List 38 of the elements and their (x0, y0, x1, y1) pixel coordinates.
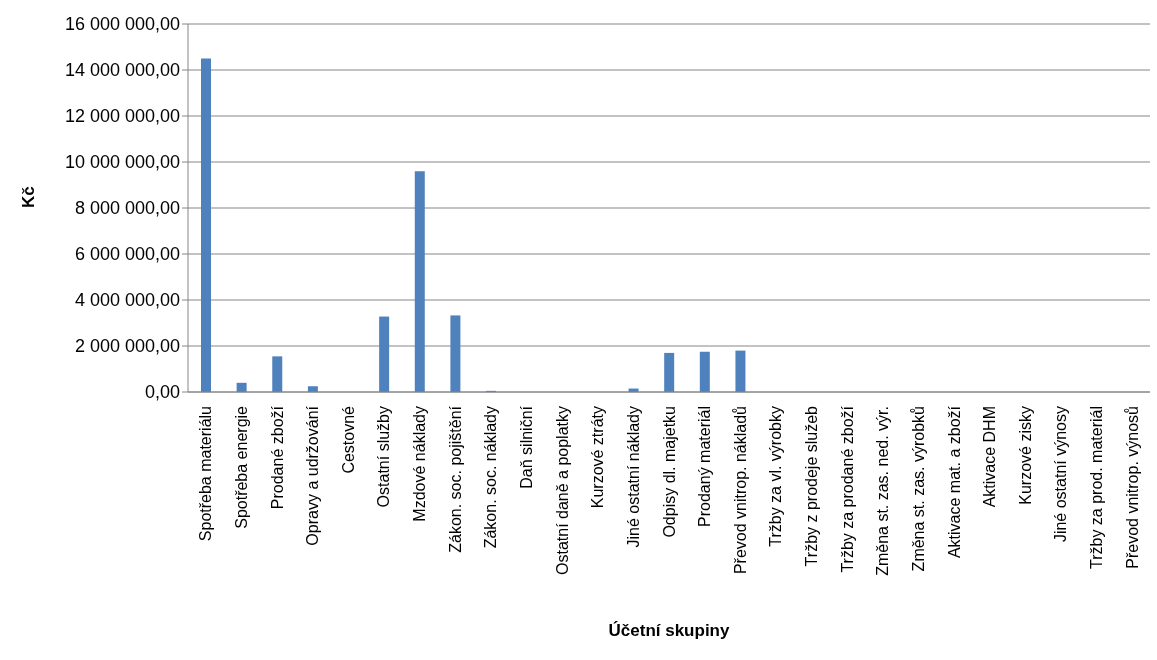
x-tick-label: Převod vnitrop. nákladů (731, 406, 749, 575)
x-tick-label: Kurzové zisky (1016, 406, 1034, 505)
y-axis-title: Kč (19, 186, 39, 208)
x-tick-label: Spotřeba energie (232, 405, 250, 529)
x-tick-label: Zákon. soc. pojištění (446, 405, 464, 553)
x-tick-label: Aktivace DHM (981, 406, 999, 508)
x-tick-label: Jiné ostatní náklady (624, 406, 642, 548)
x-tick-label: Tržby za prod. materiál (1088, 406, 1106, 570)
x-tick-label: Odpisy dl. majetku (660, 406, 678, 538)
y-tick-label: 16 000 000,00 (64, 14, 180, 35)
x-tick-label: Prodaný materiál (696, 406, 714, 527)
x-tick-label: Tržby z prodeje služeb (803, 405, 821, 567)
x-tick-label: Změna st. zas. výrobků (909, 406, 927, 572)
x-tick-label: Daň silniční (517, 405, 535, 489)
y-tick-label: 6 000 000,00 (74, 244, 180, 265)
x-tick-label: Tržby za prodané zboží (838, 405, 856, 573)
y-tick-label: 0,00 (144, 382, 180, 403)
x-tick-label: Převod vnitrop. výnosů (1123, 406, 1141, 569)
x-tick-label: Jiné ostatní výnosy (1052, 406, 1070, 543)
x-axis-title: Účetní skupiny (608, 621, 730, 640)
x-tick-label: Spotřeba materiálu (197, 406, 215, 542)
y-tick-label: 10 000 000,00 (64, 152, 180, 173)
x-tick-label: Zákon. soc. náklady (482, 406, 500, 549)
x-tick-label: Změna st. zas. ned. výr. (874, 406, 892, 576)
y-tick-label: 4 000 000,00 (74, 290, 180, 311)
x-tick-label: Kurzové ztráty (589, 406, 607, 509)
y-tick-label: 14 000 000,00 (64, 60, 180, 81)
x-tick-label: Prodané zboží (268, 405, 286, 510)
x-tick-label: Ostatní služby (375, 406, 393, 508)
x-tick-label: Aktivace mat. a zboží (945, 405, 963, 559)
x-tick-label: Cestovné (339, 405, 357, 474)
x-tick-label: Opravy a udržování (304, 405, 322, 546)
x-tick-label: Ostatní daně a poplatky (553, 406, 571, 575)
y-tick-label: 12 000 000,00 (64, 106, 180, 127)
y-tick-label: 8 000 000,00 (74, 198, 180, 219)
x-tick-label: Mzdové náklady (411, 406, 429, 522)
x-tick-label: Tržby za vl. výrobky (767, 406, 785, 547)
y-tick-label: 2 000 000,00 (74, 336, 180, 357)
